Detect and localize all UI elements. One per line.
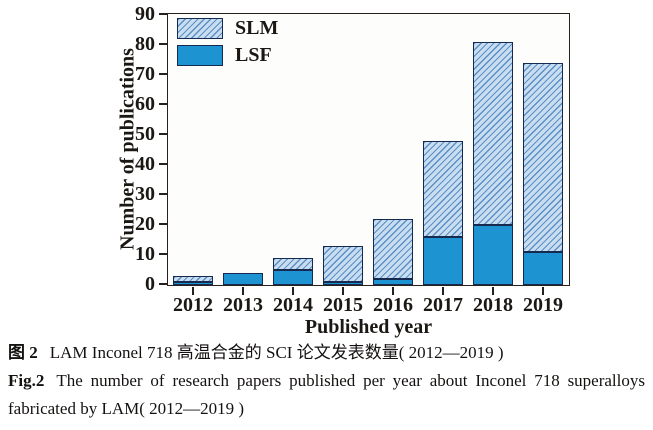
- y-tick-label-40: 40: [135, 153, 155, 175]
- bar-segment-lsf-2014: [273, 270, 313, 285]
- y-tick-label-10: 10: [135, 243, 155, 265]
- x-tick-2012: [192, 286, 194, 295]
- y-tick-label-80: 80: [135, 33, 155, 55]
- bar-segment-lsf-2015: [323, 282, 363, 285]
- bar-segment-slm-2014: [273, 258, 313, 270]
- caption-en-label: Fig.2: [8, 371, 45, 390]
- x-tick-label-2013: 2013: [223, 294, 263, 316]
- legend-label-lsf: LSF: [235, 44, 272, 66]
- bar-segment-slm-2017: [423, 141, 463, 237]
- x-tick-label-2017: 2017: [423, 294, 463, 316]
- legend-label-slm: SLM: [235, 17, 279, 39]
- x-tick-2013: [242, 286, 244, 295]
- y-tick-label-0: 0: [145, 273, 155, 295]
- y-tick-30: [158, 193, 167, 195]
- bar-segment-slm-2012: [173, 276, 213, 282]
- slm-hatch-swatch-icon: [177, 18, 223, 39]
- lsf-solid-swatch-icon: [177, 45, 223, 66]
- legend-item-lsf: LSF: [177, 44, 278, 67]
- x-tick-2014: [292, 286, 294, 295]
- y-tick-20: [158, 223, 167, 225]
- x-tick-2015: [342, 286, 344, 295]
- y-tick-70: [158, 73, 167, 75]
- y-tick-40: [158, 163, 167, 165]
- caption-line-chinese: 图 2 LAM Inconel 718 高温合金的 SCI 论文发表数量( 201…: [8, 339, 645, 367]
- caption-zh-label: 图 2: [8, 343, 38, 362]
- x-tick-2018: [492, 286, 494, 295]
- bar-segment-slm-2019: [523, 63, 563, 252]
- legend: SLM LSF: [177, 17, 278, 71]
- bar-segment-lsf-2016: [373, 279, 413, 285]
- bar-segment-lsf-2013: [223, 273, 263, 285]
- x-tick-label-2015: 2015: [323, 294, 363, 316]
- caption-line-english: Fig.2 The number of research papers publi…: [8, 367, 645, 423]
- x-axis-label: Published year: [304, 316, 433, 338]
- y-tick-label-30: 30: [135, 183, 155, 205]
- caption-en-text: The number of research papers published …: [8, 371, 645, 418]
- y-tick-label-60: 60: [135, 93, 155, 115]
- figure-caption: 图 2 LAM Inconel 718 高温合金的 SCI 论文发表数量( 201…: [8, 339, 645, 423]
- bar-segment-slm-2018: [473, 42, 513, 225]
- bar-segment-lsf-2017: [423, 237, 463, 285]
- x-tick-2016: [392, 286, 394, 295]
- x-tick-label-2018: 2018: [473, 294, 513, 316]
- y-tick-label-70: 70: [135, 63, 155, 85]
- y-tick-10: [158, 253, 167, 255]
- bar-segment-slm-2016: [373, 219, 413, 279]
- y-tick-90: [158, 13, 167, 15]
- x-tick-label-2019: 2019: [523, 294, 563, 316]
- y-tick-label-50: 50: [135, 123, 155, 145]
- y-tick-80: [158, 43, 167, 45]
- x-tick-label-2016: 2016: [373, 294, 413, 316]
- y-tick-60: [158, 103, 167, 105]
- bar-segment-lsf-2012: [173, 282, 213, 285]
- bar-segment-lsf-2019: [523, 252, 563, 285]
- x-tick-label-2012: 2012: [173, 294, 213, 316]
- x-tick-2017: [442, 286, 444, 295]
- bar-segment-slm-2015: [323, 246, 363, 282]
- y-tick-label-20: 20: [135, 213, 155, 235]
- legend-item-slm: SLM: [177, 17, 278, 40]
- bar-segment-lsf-2018: [473, 225, 513, 285]
- x-tick-2019: [542, 286, 544, 295]
- y-tick-0: [158, 283, 167, 285]
- x-tick-label-2014: 2014: [273, 294, 313, 316]
- caption-zh-text: LAM Inconel 718 高温合金的 SCI 论文发表数量( 2012—2…: [49, 343, 504, 362]
- y-tick-label-90: 90: [135, 3, 155, 25]
- plot-area: SLM LSF 2012 2013 2014 2015 2016 2017 2018 2019…: [135, 3, 570, 316]
- y-tick-50: [158, 133, 167, 135]
